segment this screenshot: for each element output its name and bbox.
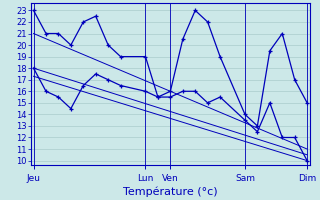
X-axis label: Température (°c): Température (°c) [123, 186, 218, 197]
